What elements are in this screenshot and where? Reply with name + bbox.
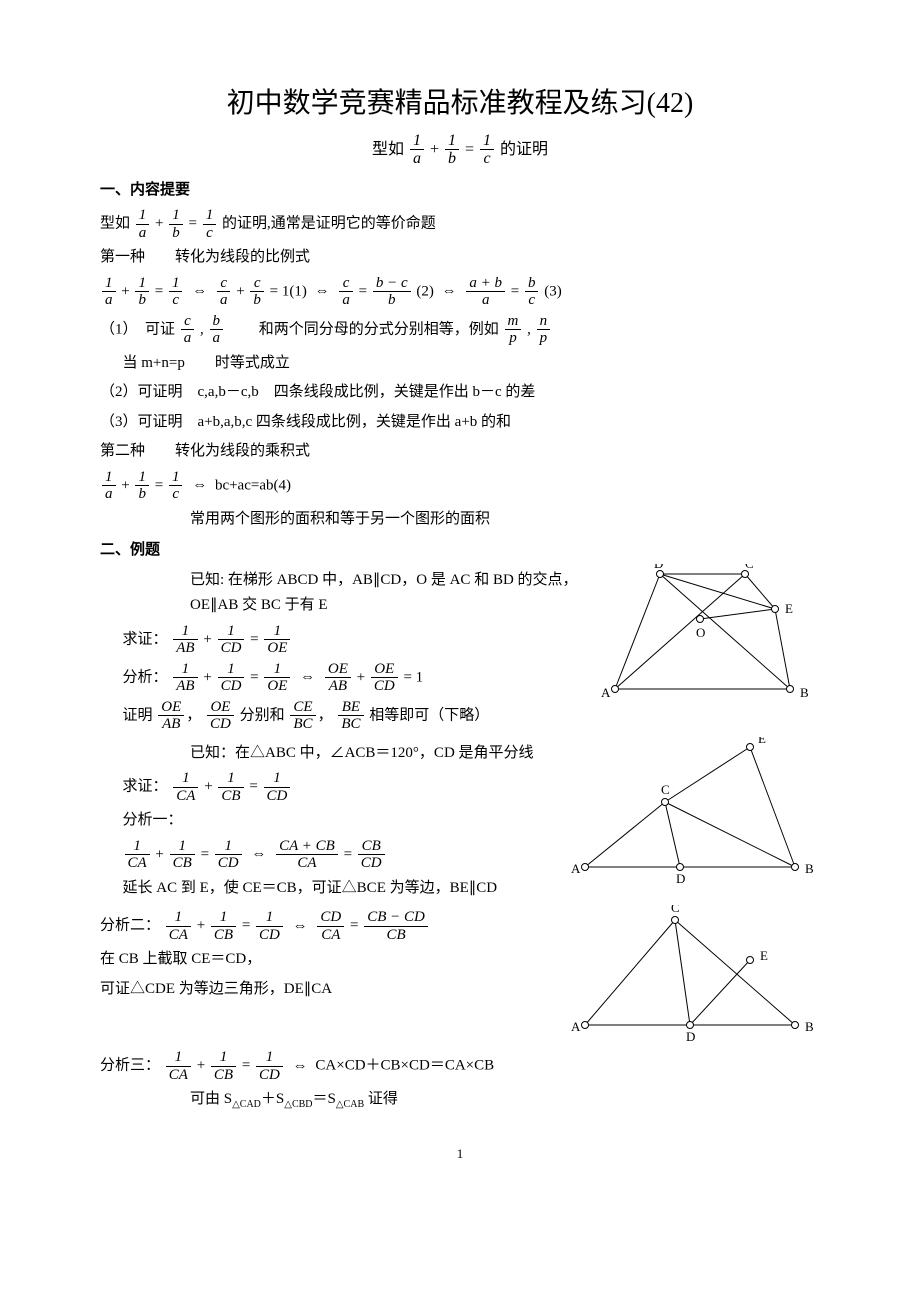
subscript: △CAD: [232, 1099, 261, 1110]
equation-line: 1a + 1b = 1c ⇔ bc+ac=ab(4): [100, 469, 820, 503]
figure-3: A D B C E: [570, 905, 820, 1045]
equation-line: 1CA + 1CB = 1CD ⇔ CA + CBCA = CBCD: [123, 838, 571, 872]
eq-label: (1): [289, 283, 307, 299]
text: 分析：: [123, 669, 168, 685]
svg-text:D: D: [676, 871, 685, 886]
page-title: 初中数学竞赛精品标准教程及练习(42): [100, 80, 820, 128]
example-known: 已知：在△ABC 中，∠ACB＝120°，CD 是角平分线: [190, 741, 570, 767]
eq-label: (3): [544, 283, 562, 299]
frac: 1b: [169, 207, 183, 241]
text-line: 型如 1a + 1b = 1c 的证明,通常是证明它的等价命题: [100, 207, 820, 241]
text: ＝S: [313, 1091, 336, 1107]
text-line: 第二种 转化为线段的乘积式: [100, 439, 820, 465]
text: 求证：: [123, 631, 168, 647]
svg-text:A: A: [571, 1019, 581, 1034]
text: 分析三：: [100, 1058, 160, 1074]
text-line: 第一种 转化为线段的比例式: [100, 245, 820, 271]
subscript: △CAB: [336, 1099, 364, 1110]
frac: 1a: [136, 207, 150, 241]
example-prove: 求证： 1AB + 1CD = 1OE: [123, 623, 581, 657]
example-prove: 求证： 1CA + 1CB = 1CD: [123, 770, 571, 804]
text: ＋S: [261, 1091, 284, 1107]
text: bc+ac=ab(4): [211, 477, 291, 493]
text-line: 延长 AC 到 E，使 CE＝CB，可证△BCE 为等边，BE∥CD: [123, 876, 571, 902]
example-known: 已知: 在梯形 ABCD 中，AB∥CD，O 是 AC 和 BD 的交点，OE∥…: [190, 568, 580, 619]
text-line: 可证△CDE 为等边三角形，DE∥CA: [100, 977, 570, 1003]
svg-text:C: C: [661, 782, 670, 797]
text: 型如: [100, 216, 130, 232]
svg-text:O: O: [696, 625, 705, 640]
text: 求证：: [123, 779, 168, 795]
page-number: 1: [100, 1143, 820, 1165]
example-analysis: 分析： 1AB + 1CD = 1OE ⇔ OEAB + OECD = 1: [123, 661, 581, 695]
page-subtitle: 型如 1a + 1b = 1c 的证明: [100, 132, 820, 168]
text-line: 可由 S△CAD＋S△CBD＝S△CAB 证得: [190, 1087, 820, 1113]
text: 证得: [364, 1091, 398, 1107]
svg-text:E: E: [785, 601, 793, 616]
svg-text:B: B: [805, 861, 814, 876]
subscript: △CBD: [284, 1099, 312, 1110]
text: （1） 可证: [100, 321, 175, 337]
subtitle-prefix: 型如: [372, 140, 404, 157]
text-line: 常用两个图形的面积和等于另一个图形的面积: [190, 507, 820, 533]
text: CA×CD＋CB×CD＝CA×CB: [312, 1058, 495, 1074]
text: 可由 S: [190, 1091, 232, 1107]
text-line: 在 CB 上截取 CE＝CD，: [100, 947, 570, 973]
section-head-1: 一、内容提要: [100, 178, 820, 204]
text: 相等即可（下略）: [369, 707, 489, 723]
equation-line: 1a + 1b = 1c ⇔ ca + cb = 1(1) ⇔ ca = b −…: [100, 275, 820, 309]
subtitle-suffix: 的证明: [500, 140, 548, 157]
svg-text:C: C: [745, 564, 754, 571]
text: ，: [318, 707, 333, 723]
svg-text:D: D: [686, 1029, 695, 1044]
analysis-line: 分析二： 1CA + 1CB = 1CD ⇔ CDCA = CB − CDCB: [100, 909, 570, 943]
svg-text:B: B: [800, 685, 809, 700]
section-head-2: 二、例题: [100, 538, 820, 564]
svg-text:A: A: [571, 861, 581, 876]
text: 分别和: [240, 707, 285, 723]
text: 分析二：: [100, 918, 160, 934]
analysis-line: 分析三： 1CA + 1CB = 1CD ⇔ CA×CD＋CB×CD＝CA×CB: [100, 1049, 820, 1083]
svg-text:E: E: [758, 737, 766, 746]
text-line: （3）可证明 a+b,a,b,c 四条线段成比例，关键是作出 a+b 的和: [100, 410, 820, 436]
text: ，: [186, 707, 201, 723]
svg-text:A: A: [601, 685, 611, 700]
svg-text:C: C: [671, 905, 680, 915]
frac: 1b: [445, 132, 459, 168]
example-conclude: 证明 OEAB， OECD 分别和 CEBC， BEBC 相等即可（下略）: [123, 699, 581, 733]
text-line: （1） 可证 ca , ba 和两个同分母的分式分别相等，例如 mp , np: [100, 313, 820, 347]
text-line: （2）可证明 c,a,b－c,b 四条线段成比例，关键是作出 b－c 的差: [100, 380, 820, 406]
analysis-head: 分析一：: [123, 808, 571, 834]
svg-text:B: B: [805, 1019, 814, 1034]
svg-text:D: D: [654, 564, 663, 571]
text-line: 当 m+n=p 时等式成立: [123, 351, 821, 377]
eq-label: (2): [416, 283, 434, 299]
frac: 1c: [480, 132, 494, 168]
figure-1: D C E O A B: [580, 564, 820, 714]
svg-text:E: E: [760, 948, 768, 963]
text: 证明: [123, 707, 153, 723]
text: 的证明,通常是证明它的等价命题: [222, 216, 436, 232]
frac: 1c: [203, 207, 217, 241]
text: 和两个同分母的分式分别相等，例如: [229, 321, 499, 337]
figure-2: A D B C E: [570, 737, 820, 887]
frac: 1a: [410, 132, 424, 168]
